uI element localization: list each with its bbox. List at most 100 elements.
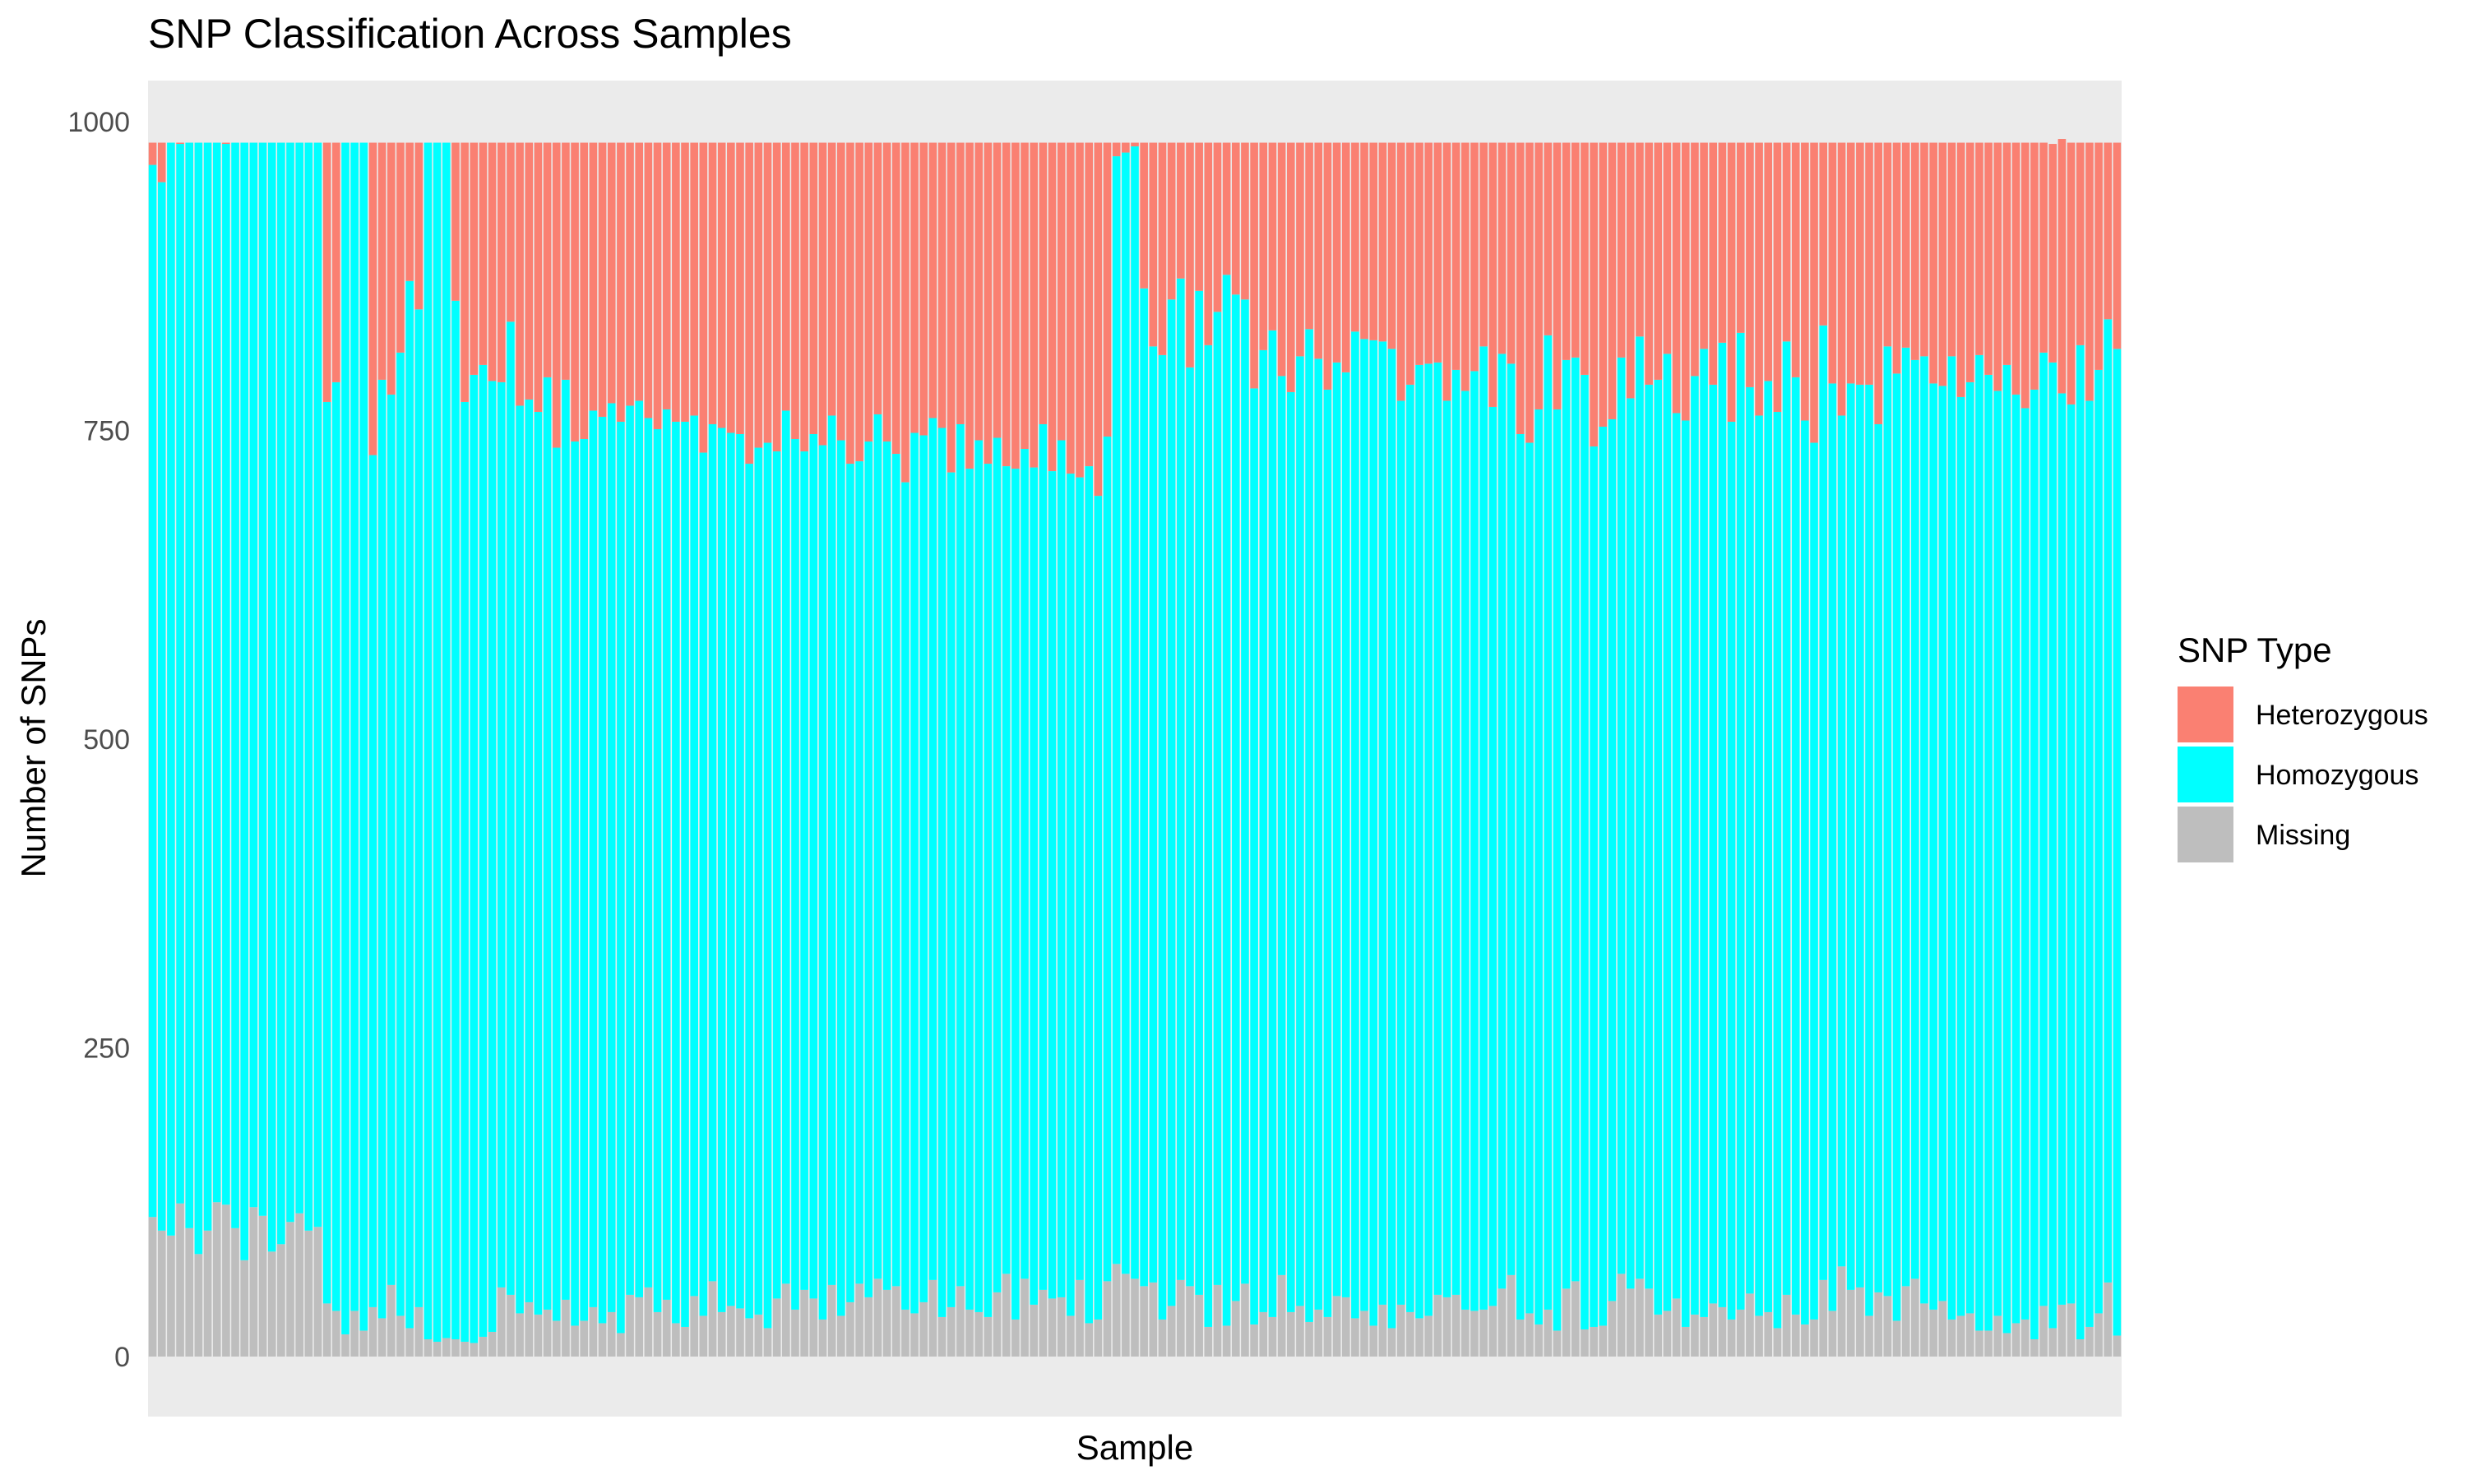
bar-homozygous bbox=[2104, 319, 2113, 1283]
bar-heterozygous bbox=[1369, 142, 1378, 340]
bar-missing bbox=[965, 1309, 974, 1357]
bar-homozygous bbox=[231, 142, 239, 1228]
bar-missing bbox=[1076, 1279, 1084, 1357]
bar-heterozygous bbox=[2113, 142, 2122, 349]
bar-missing bbox=[1204, 1326, 1213, 1357]
bar-homozygous bbox=[286, 142, 294, 1223]
bar-heterozygous bbox=[1700, 142, 1708, 349]
bar-homozygous bbox=[947, 472, 956, 1307]
bar-homozygous bbox=[1645, 384, 1653, 1289]
bar-heterozygous bbox=[1470, 142, 1479, 372]
bar-heterozygous bbox=[1993, 142, 2002, 391]
bar-missing bbox=[1314, 1309, 1323, 1357]
bar-missing bbox=[1222, 1325, 1231, 1357]
bar-homozygous bbox=[727, 432, 735, 1306]
bar-homozygous bbox=[1773, 411, 1782, 1329]
bar-homozygous bbox=[937, 428, 947, 1317]
bar-heterozygous bbox=[2020, 142, 2030, 409]
bar-homozygous bbox=[1938, 386, 1947, 1301]
bar-heterozygous bbox=[956, 142, 965, 424]
bar-missing bbox=[1773, 1328, 1782, 1357]
bar-missing bbox=[1011, 1319, 1020, 1357]
bar-homozygous bbox=[322, 401, 331, 1304]
bar-heterozygous bbox=[1323, 142, 1332, 390]
bar-homozygous bbox=[1856, 384, 1864, 1288]
bar-missing bbox=[1920, 1303, 1928, 1357]
bar-homozygous bbox=[507, 321, 515, 1295]
bar-heterozygous bbox=[1149, 142, 1158, 347]
bar-missing bbox=[736, 1308, 744, 1357]
bar-heterozygous bbox=[1378, 142, 1387, 342]
bar-homozygous bbox=[2113, 349, 2122, 1336]
bar-homozygous bbox=[855, 461, 863, 1284]
bar-missing bbox=[993, 1292, 1002, 1357]
bar-missing bbox=[1387, 1328, 1396, 1357]
bar-missing bbox=[708, 1281, 717, 1357]
bar-heterozygous bbox=[846, 142, 854, 465]
bar-heterozygous bbox=[1186, 142, 1194, 368]
bar-heterozygous bbox=[1305, 142, 1313, 330]
bar-missing bbox=[1149, 1282, 1158, 1357]
bar-homozygous bbox=[672, 421, 680, 1324]
bar-missing bbox=[1241, 1283, 1249, 1357]
bar-heterozygous bbox=[1030, 142, 1039, 468]
bar-homozygous bbox=[534, 411, 543, 1315]
bar-missing bbox=[1479, 1309, 1488, 1357]
bar-heterozygous bbox=[1222, 142, 1231, 275]
bar-missing bbox=[1158, 1319, 1167, 1357]
bar-homozygous bbox=[580, 439, 589, 1321]
bar-heterozygous bbox=[1911, 142, 1919, 360]
bar-heterozygous bbox=[1516, 142, 1525, 434]
bar-heterozygous bbox=[1177, 142, 1185, 279]
bar-homozygous bbox=[681, 421, 689, 1327]
bar-missing bbox=[1351, 1318, 1359, 1357]
bar-missing bbox=[1259, 1311, 1268, 1357]
bar-homozygous bbox=[1956, 396, 1965, 1316]
bar-homozygous bbox=[396, 352, 405, 1316]
bar-homozygous bbox=[1369, 340, 1378, 1326]
bar-homozygous bbox=[782, 410, 790, 1284]
bar-homozygous bbox=[240, 142, 249, 1260]
bar-homozygous bbox=[424, 142, 433, 1339]
bar-missing bbox=[1590, 1326, 1598, 1357]
legend-swatch-homozygous bbox=[2178, 747, 2233, 802]
bar-homozygous bbox=[1396, 400, 1405, 1305]
bar-missing bbox=[1681, 1326, 1690, 1357]
bar-homozygous bbox=[699, 452, 708, 1316]
bar-missing bbox=[148, 1217, 157, 1357]
bars-layer bbox=[148, 139, 2122, 1357]
bar-homozygous bbox=[1424, 363, 1433, 1316]
bar-missing bbox=[185, 1227, 194, 1357]
bar-homozygous bbox=[359, 142, 368, 1331]
bar-homozygous bbox=[1727, 421, 1736, 1320]
bar-missing bbox=[1286, 1311, 1295, 1357]
bar-heterozygous bbox=[736, 142, 744, 434]
bar-heterozygous bbox=[1819, 142, 1828, 326]
bar-missing bbox=[984, 1316, 993, 1357]
bar-heterozygous bbox=[2030, 142, 2039, 390]
bar-homozygous bbox=[1076, 477, 1084, 1280]
bar-heterozygous bbox=[635, 142, 644, 401]
bar-homozygous bbox=[1341, 372, 1350, 1297]
bar-missing bbox=[1002, 1274, 1011, 1357]
bar-homozygous bbox=[1865, 384, 1873, 1316]
bar-heterozygous bbox=[1076, 142, 1084, 478]
bar-homozygous bbox=[708, 423, 717, 1282]
bar-heterozygous bbox=[1782, 142, 1791, 342]
bar-missing bbox=[1846, 1289, 1855, 1357]
bar-heterozygous bbox=[1727, 142, 1736, 422]
bar-missing bbox=[1396, 1304, 1405, 1357]
bar-heterozygous bbox=[1553, 142, 1562, 409]
bar-heterozygous bbox=[910, 142, 919, 433]
bar-homozygous bbox=[1195, 290, 1203, 1295]
bar-homozygous bbox=[497, 381, 506, 1288]
bar-homozygous bbox=[185, 142, 194, 1228]
bar-homozygous bbox=[1406, 384, 1414, 1312]
bar-heterozygous bbox=[451, 142, 460, 301]
bar-heterozygous bbox=[1497, 142, 1507, 354]
bar-heterozygous bbox=[571, 142, 579, 442]
bar-homozygous bbox=[1085, 466, 1093, 1324]
bar-missing bbox=[1470, 1311, 1479, 1357]
bar-heterozygous bbox=[598, 142, 607, 417]
